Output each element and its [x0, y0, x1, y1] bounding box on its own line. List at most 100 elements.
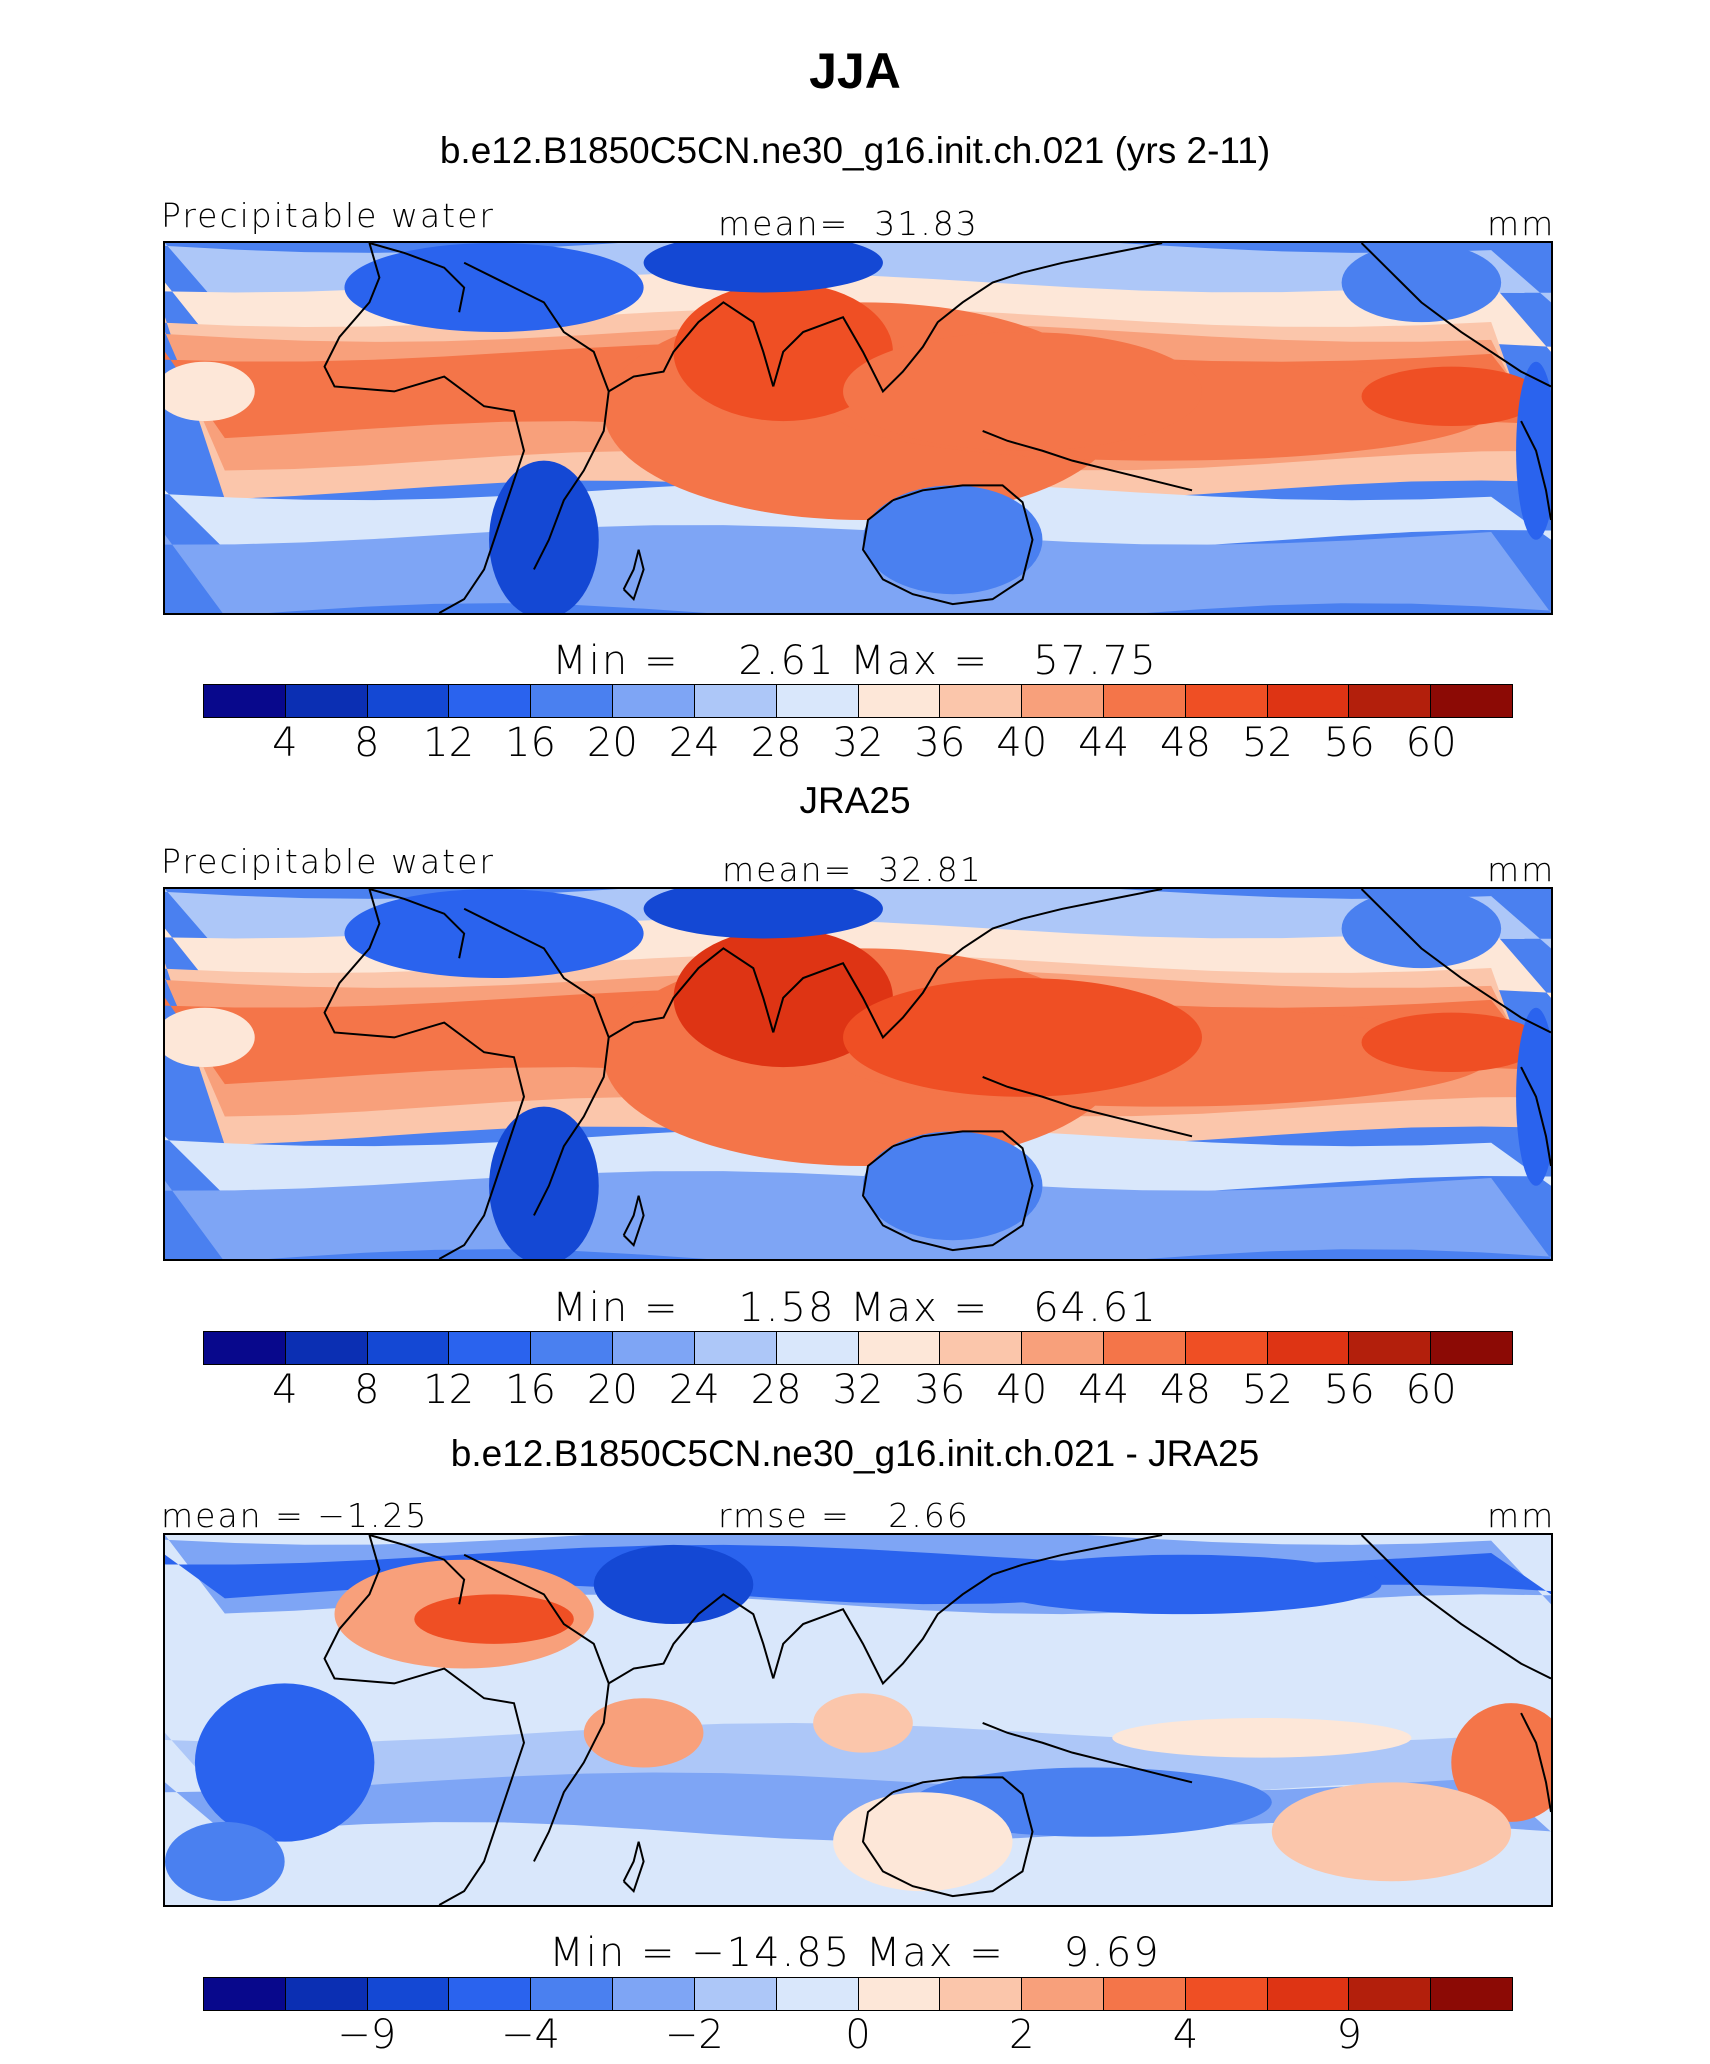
panel-2-colorbar-ticks: 4 8 12 16 20 24 28 32 36 40 44 48 52 56 60: [203, 1367, 1513, 1415]
colorbar-swatch: [1103, 685, 1186, 717]
colorbar-tick-label: 48: [1160, 1367, 1211, 1413]
colorbar-tick-label: 44: [1078, 720, 1130, 766]
colorbar-swatch: [1022, 685, 1104, 717]
colorbar-swatch: [1103, 1978, 1186, 2010]
colorbar-swatch: [940, 1332, 1023, 1364]
colorbar-swatch: [694, 1332, 777, 1364]
colorbar-tick-label: 8: [354, 720, 380, 766]
colorbar-tick-label: 8: [354, 1367, 380, 1413]
colorbar-tick-label: 12: [423, 720, 475, 766]
precipitable-water-field: [165, 243, 1551, 613]
colorbar-swatch: [1022, 1978, 1104, 2010]
colorbar-swatch: [776, 1332, 859, 1364]
colorbar-swatch: [367, 1978, 450, 2010]
panel-3-map: [163, 1533, 1553, 1907]
colorbar-tick-label: 36: [914, 1367, 966, 1413]
colorbar-swatch: [449, 1332, 532, 1364]
colorbar-swatch: [285, 685, 368, 717]
panel-3-colorbar: [203, 1977, 1513, 2011]
panel-3-mean-label: mean = −1.25: [161, 1496, 429, 1535]
colorbar-tick-label: 4: [272, 720, 298, 766]
panel-2-units-label: mm: [1487, 850, 1556, 889]
colorbar-tick-label: 60: [1405, 720, 1457, 766]
colorbar-swatch: [285, 1332, 368, 1364]
colorbar-swatch: [1267, 1332, 1350, 1364]
colorbar-tick-label: 24: [668, 1367, 720, 1413]
panel-2-variable-label: Precipitable water: [161, 842, 495, 881]
colorbar-swatch: [694, 1978, 777, 2010]
colorbar-tick-label: −9: [337, 2012, 397, 2058]
colorbar-swatch: [1349, 685, 1432, 717]
colorbar-swatch: [1431, 1978, 1512, 2010]
colorbar-tick-label: 2: [1009, 2012, 1035, 2058]
colorbar-tick-label: 24: [668, 720, 720, 766]
colorbar-swatch: [613, 1978, 695, 2010]
precipitable-water-field: [165, 889, 1551, 1259]
colorbar-swatch: [531, 1978, 614, 2010]
colorbar-swatch: [1431, 685, 1512, 717]
colorbar-swatch: [613, 1332, 695, 1364]
panel-1-colorbar: [203, 684, 1513, 718]
panel-2-title: JRA25: [799, 780, 911, 821]
colorbar-tick-label: 28: [750, 1367, 802, 1413]
colorbar-tick-label: 20: [586, 720, 638, 766]
colorbar-swatch: [1267, 1978, 1350, 2010]
panel-1-map: [163, 241, 1553, 615]
colorbar-swatch: [1431, 1332, 1512, 1364]
colorbar-swatch: [858, 1332, 941, 1364]
colorbar-tick-label: 48: [1160, 720, 1211, 766]
colorbar-swatch: [531, 1332, 614, 1364]
colorbar-swatch: [1349, 1978, 1432, 2010]
colorbar-swatch: [204, 1978, 286, 2010]
colorbar-swatch: [1022, 1332, 1104, 1364]
colorbar-swatch: [1185, 1978, 1268, 2010]
colorbar-swatch: [940, 1978, 1023, 2010]
colorbar-tick-label: 12: [423, 1367, 475, 1413]
colorbar-swatch: [858, 685, 941, 717]
colorbar-tick-label: 40: [996, 1367, 1048, 1413]
colorbar-tick-label: 44: [1078, 1367, 1130, 1413]
colorbar-tick-label: 16: [505, 1367, 556, 1413]
panel-1-title: b.e12.B1850C5CN.ne30_g16.init.ch.021 (yr…: [439, 130, 1271, 171]
colorbar-tick-label: 52: [1241, 1367, 1293, 1413]
colorbar-tick-label: 56: [1323, 720, 1375, 766]
panel-2-minmax: Min = 1.58 Max = 64.61: [552, 1285, 1158, 1331]
colorbar-swatch: [694, 685, 777, 717]
colorbar-tick-label: 56: [1323, 1367, 1375, 1413]
panel-1-variable-label: Precipitable water: [161, 196, 495, 235]
colorbar-swatch: [531, 685, 614, 717]
colorbar-tick-label: −2: [664, 2012, 724, 2058]
colorbar-tick-label: 4: [1172, 2012, 1199, 2058]
colorbar-swatch: [449, 685, 532, 717]
colorbar-swatch: [1185, 685, 1268, 717]
colorbar-tick-label: 0: [845, 2012, 871, 2058]
colorbar-swatch: [1349, 1332, 1432, 1364]
colorbar-swatch: [367, 685, 450, 717]
colorbar-tick-label: 32: [832, 1367, 884, 1413]
figure-title: JJA: [809, 43, 901, 99]
panel-1-colorbar-ticks: 4 8 12 16 20 24 28 32 36 40 44 48 52 56 60: [203, 720, 1513, 768]
panel-3-title: b.e12.B1850C5CN.ne30_g16.init.ch.021 - J…: [450, 1433, 1260, 1474]
colorbar-tick-label: 36: [914, 720, 966, 766]
colorbar-tick-label: 32: [832, 720, 884, 766]
colorbar-tick-label: 9: [1336, 2012, 1362, 2058]
panel-2-mean-label: mean= 32.81: [722, 850, 983, 889]
colorbar-tick-label: 16: [505, 720, 556, 766]
colorbar-swatch: [776, 1978, 859, 2010]
colorbar-swatch: [858, 1978, 941, 2010]
panel-1-units-label: mm: [1487, 204, 1556, 243]
colorbar-tick-label: 28: [750, 720, 802, 766]
panel-2-colorbar: [203, 1331, 1513, 1365]
panel-2-map: [163, 887, 1553, 1261]
panel-3-colorbar-ticks: −9 −4 −2 0 2 4 9: [203, 2012, 1513, 2060]
panel-1-mean-label: mean= 31.83: [718, 204, 979, 243]
colorbar-swatch: [204, 1332, 286, 1364]
colorbar-swatch: [776, 685, 859, 717]
colorbar-swatch: [1267, 685, 1350, 717]
colorbar-tick-label: 40: [996, 720, 1048, 766]
difference-field: [165, 1535, 1551, 1905]
colorbar-tick-label: 4: [272, 1367, 298, 1413]
colorbar-swatch: [940, 685, 1023, 717]
colorbar-tick-label: 52: [1241, 720, 1293, 766]
colorbar-swatch: [449, 1978, 532, 2010]
